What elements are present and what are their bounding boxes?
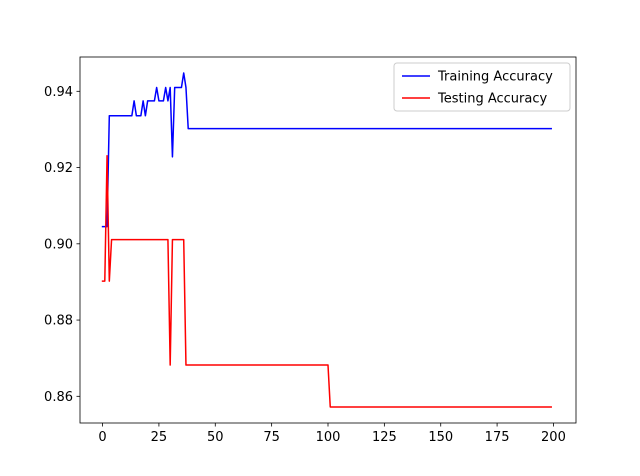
axes-layer: 0 25 50 75 100 125 150 175 200 0.86 0.88 0.90 0.92 0.… (44, 56, 577, 445)
y-tick-label: 0.94 (44, 85, 73, 100)
x-tick-label: 75 (263, 430, 280, 445)
x-tick-label: 25 (151, 430, 168, 445)
y-tick-label: 0.88 (44, 314, 73, 329)
x-tick-label: 150 (428, 430, 453, 445)
x-tick-label: 175 (485, 430, 510, 445)
legend: Training Accuracy Testing Accuracy (393, 62, 571, 112)
y-tick-label: 0.86 (44, 390, 73, 405)
legend-label: Training Accuracy (437, 70, 553, 85)
x-tick-label: 50 (207, 430, 224, 445)
x-tick-label: 100 (316, 430, 341, 445)
x-tick-label: 200 (541, 430, 566, 445)
series-layer (101, 72, 552, 408)
x-tick-label: 125 (372, 430, 397, 445)
y-tick-label: 0.92 (44, 161, 73, 176)
legend-label: Testing Accuracy (437, 92, 547, 107)
series-line-training-accuracy (101, 72, 552, 228)
y-tick-label: 0.90 (44, 237, 73, 252)
series-line-testing-accuracy (101, 154, 552, 408)
x-tick-label: 0 (98, 430, 106, 445)
legend-box (393, 62, 571, 112)
